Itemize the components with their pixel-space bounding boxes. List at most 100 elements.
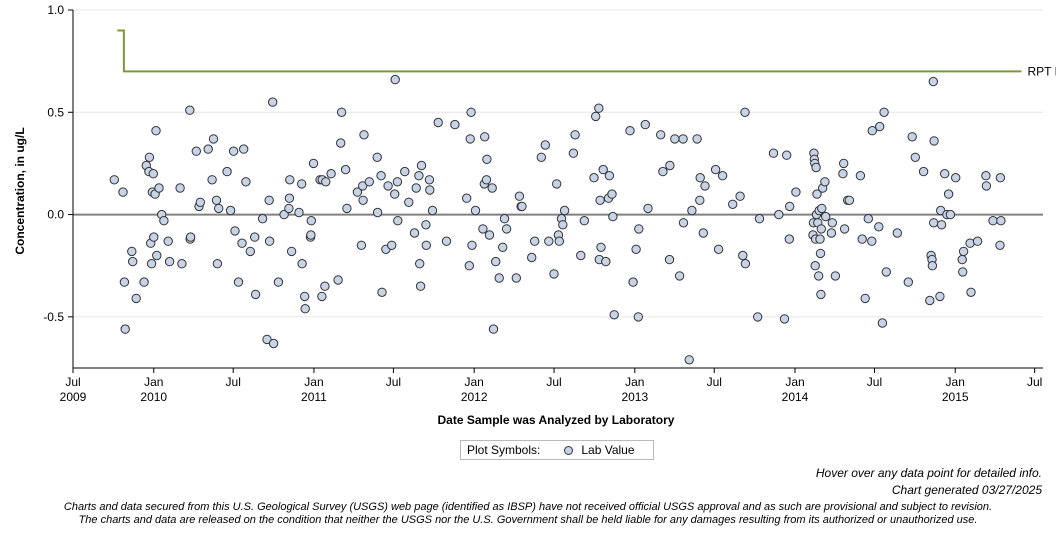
data-point (372, 207, 383, 218)
data-point (481, 175, 492, 185)
data-point (815, 248, 826, 259)
x-tick-label: Jan (304, 375, 323, 389)
x-tick-year-label: 2012 (461, 390, 488, 404)
data-point (372, 152, 382, 163)
data-point (284, 193, 295, 203)
data-point (308, 158, 319, 169)
data-point (995, 240, 1005, 251)
data-point (340, 164, 351, 175)
data-point (839, 158, 849, 169)
data-point (972, 236, 983, 246)
data-point (264, 195, 274, 206)
data-point (830, 271, 841, 281)
data-point (754, 214, 765, 224)
data-point (874, 222, 884, 232)
data-point (929, 136, 939, 146)
data-point (814, 271, 824, 281)
data-point (631, 244, 641, 255)
data-point (640, 119, 650, 130)
data-point (144, 152, 155, 163)
data-point (262, 334, 272, 345)
data-point (674, 271, 685, 281)
x-tick-year-label: 2015 (942, 390, 969, 404)
data-point (598, 164, 608, 175)
data-point (185, 232, 196, 242)
data-point (333, 275, 343, 285)
x-tick-label: Jan (785, 375, 804, 389)
data-point (927, 261, 938, 271)
data-point (268, 338, 279, 349)
data-point (713, 244, 724, 255)
x-tick-year-label: 2010 (140, 390, 167, 404)
data-point (907, 132, 917, 142)
data-point (120, 324, 130, 334)
data-point (558, 220, 568, 230)
data-point (358, 181, 368, 191)
data-point (250, 289, 261, 300)
data-point (774, 209, 784, 220)
data-point (392, 177, 403, 187)
chart-generated-note: Chart generated 03/27/2025 (891, 483, 1042, 497)
data-point (228, 146, 239, 156)
data-point (225, 205, 236, 216)
data-point (607, 189, 617, 199)
data-point (487, 183, 497, 193)
y-tick-label: 0.0 (47, 208, 64, 222)
data-point (817, 203, 827, 214)
data-point (163, 236, 173, 246)
data-point (427, 205, 438, 216)
data-point (559, 205, 570, 216)
data-point (928, 76, 938, 87)
data-point (940, 169, 950, 179)
x-tick-label: Jan (946, 375, 965, 389)
rpt-level-line (117, 29, 1022, 73)
data-point (826, 228, 837, 238)
data-point (230, 226, 240, 236)
y-tick-label: -0.5 (43, 310, 64, 324)
x-axis-title: Date Sample was Analyzed by Laboratory (438, 413, 675, 427)
data-point (466, 107, 476, 118)
grid-layer (73, 9, 1043, 318)
data-point (678, 134, 688, 144)
data-point (241, 177, 251, 187)
data-point (421, 240, 431, 251)
data-point (633, 312, 643, 322)
data-points-layer (109, 74, 1006, 365)
x-tick-label: Jul (226, 375, 241, 389)
legend: Plot Symbols: Lab Value (460, 440, 654, 460)
x-tick-label: Jul (867, 375, 882, 389)
data-point (936, 220, 947, 230)
data-point (148, 169, 159, 179)
data-point (628, 277, 638, 287)
data-point (411, 183, 421, 193)
x-tick-label: Jul (386, 375, 401, 389)
data-point (470, 205, 481, 216)
data-point (604, 171, 615, 181)
data-point (692, 134, 702, 144)
data-point (484, 230, 495, 240)
data-point (441, 236, 452, 246)
data-point (591, 111, 601, 122)
rpt-level-layer: RPT Level (117, 29, 1056, 78)
x-tick-label: Jan (625, 375, 644, 389)
legend-title: Plot Symbols: (467, 443, 541, 457)
rpt-level-label: RPT Level (1027, 64, 1056, 78)
data-point (450, 119, 460, 130)
data-point (698, 228, 708, 238)
y-tick-label: 0.5 (47, 105, 64, 119)
data-point (530, 236, 540, 246)
data-point (820, 177, 830, 187)
data-point (579, 216, 589, 226)
data-point (414, 171, 424, 181)
data-point (321, 177, 331, 187)
data-point (903, 277, 913, 287)
data-point (784, 234, 794, 244)
data-point (929, 218, 939, 228)
data-point (779, 314, 790, 324)
data-point (424, 175, 435, 185)
data-point (728, 199, 738, 210)
data-point (326, 169, 336, 179)
data-point (208, 134, 219, 144)
data-point (211, 195, 222, 206)
